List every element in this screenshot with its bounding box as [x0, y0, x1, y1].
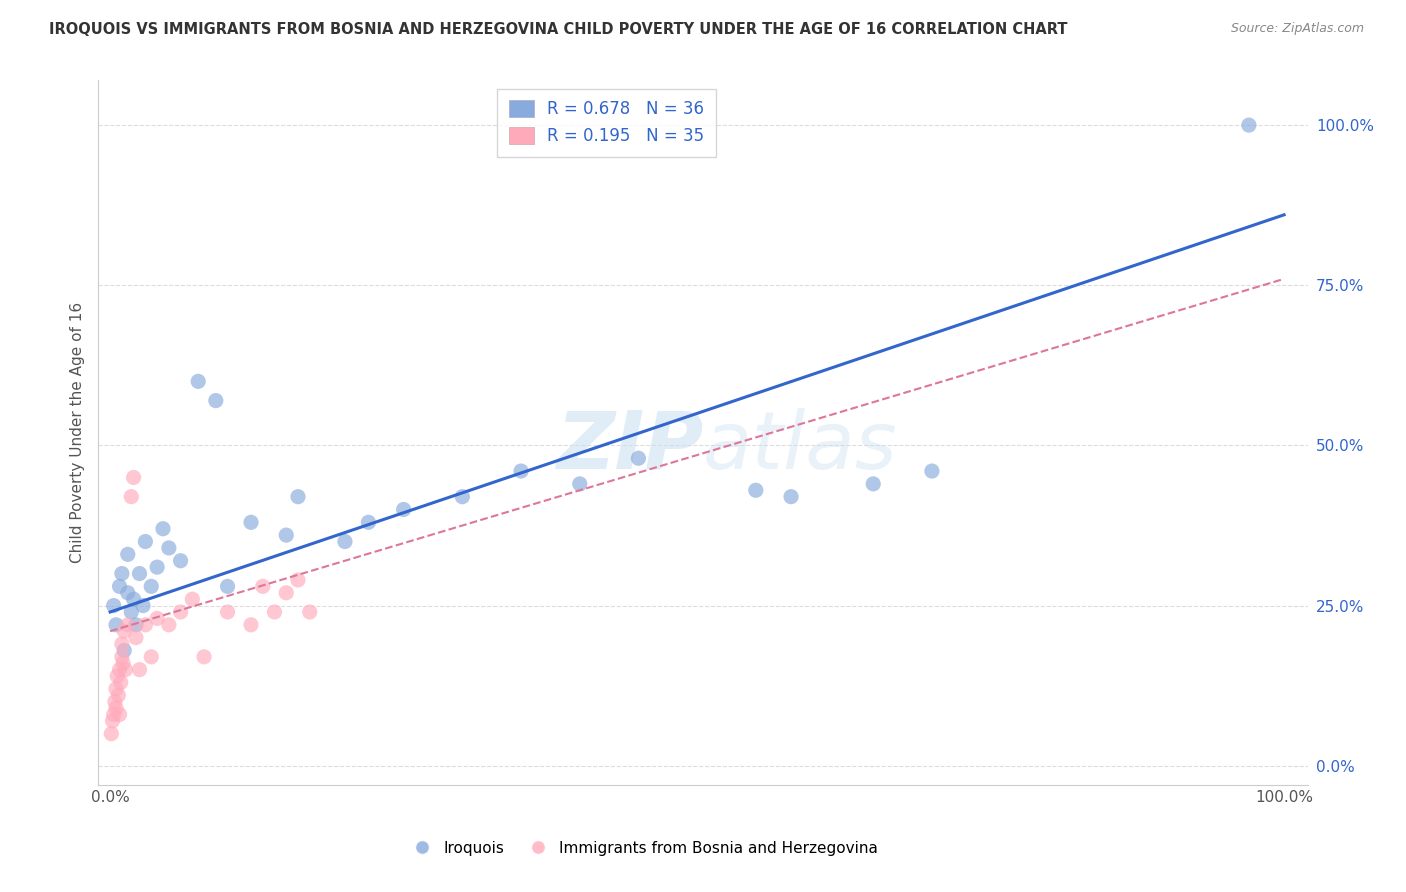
- Point: [568, 476, 591, 491]
- Point: [451, 490, 474, 504]
- Point: [862, 476, 884, 491]
- Point: [134, 534, 156, 549]
- Point: [627, 451, 650, 466]
- Point: [110, 675, 132, 690]
- Point: [141, 649, 163, 664]
- Point: [103, 707, 125, 722]
- Point: [112, 624, 135, 639]
- Point: [276, 528, 298, 542]
- Point: [120, 490, 142, 504]
- Point: [117, 586, 139, 600]
- Point: [120, 605, 142, 619]
- Point: [111, 566, 134, 581]
- Point: [108, 707, 131, 722]
- Point: [169, 554, 191, 568]
- Point: [101, 714, 124, 728]
- Point: [128, 566, 150, 581]
- Point: [122, 592, 145, 607]
- Legend: Iroquois, Immigrants from Bosnia and Herzegovina: Iroquois, Immigrants from Bosnia and Her…: [401, 835, 884, 862]
- Point: [117, 617, 139, 632]
- Text: atlas: atlas: [703, 408, 898, 486]
- Point: [105, 681, 128, 696]
- Point: [132, 599, 155, 613]
- Y-axis label: Child Poverty Under the Age of 16: Child Poverty Under the Age of 16: [69, 302, 84, 563]
- Point: [1237, 118, 1260, 132]
- Point: [240, 617, 263, 632]
- Point: [125, 631, 148, 645]
- Point: [100, 727, 122, 741]
- Point: [921, 464, 943, 478]
- Point: [122, 470, 145, 484]
- Point: [111, 649, 134, 664]
- Point: [240, 516, 263, 530]
- Point: [105, 701, 128, 715]
- Point: [104, 695, 127, 709]
- Point: [128, 663, 150, 677]
- Point: [117, 547, 139, 561]
- Point: [112, 657, 135, 671]
- Point: [780, 490, 803, 504]
- Point: [141, 579, 163, 593]
- Point: [114, 663, 136, 677]
- Point: [146, 560, 169, 574]
- Point: [392, 502, 415, 516]
- Point: [287, 490, 309, 504]
- Point: [333, 534, 356, 549]
- Point: [217, 605, 239, 619]
- Point: [510, 464, 533, 478]
- Point: [276, 586, 298, 600]
- Point: [252, 579, 274, 593]
- Point: [745, 483, 768, 498]
- Point: [181, 592, 204, 607]
- Text: Source: ZipAtlas.com: Source: ZipAtlas.com: [1230, 22, 1364, 36]
- Point: [111, 637, 134, 651]
- Point: [157, 617, 180, 632]
- Point: [108, 579, 131, 593]
- Point: [107, 688, 129, 702]
- Point: [152, 522, 174, 536]
- Point: [298, 605, 321, 619]
- Point: [105, 669, 128, 683]
- Point: [108, 663, 131, 677]
- Point: [125, 617, 148, 632]
- Point: [193, 649, 215, 664]
- Text: IROQUOIS VS IMMIGRANTS FROM BOSNIA AND HERZEGOVINA CHILD POVERTY UNDER THE AGE O: IROQUOIS VS IMMIGRANTS FROM BOSNIA AND H…: [49, 22, 1067, 37]
- Point: [204, 393, 226, 408]
- Point: [357, 516, 380, 530]
- Point: [134, 617, 156, 632]
- Point: [217, 579, 239, 593]
- Point: [112, 643, 135, 657]
- Text: ZIP: ZIP: [555, 408, 703, 486]
- Point: [146, 611, 169, 625]
- Point: [187, 375, 209, 389]
- Point: [105, 617, 128, 632]
- Point: [157, 541, 180, 555]
- Point: [103, 599, 125, 613]
- Point: [287, 573, 309, 587]
- Point: [169, 605, 191, 619]
- Point: [263, 605, 285, 619]
